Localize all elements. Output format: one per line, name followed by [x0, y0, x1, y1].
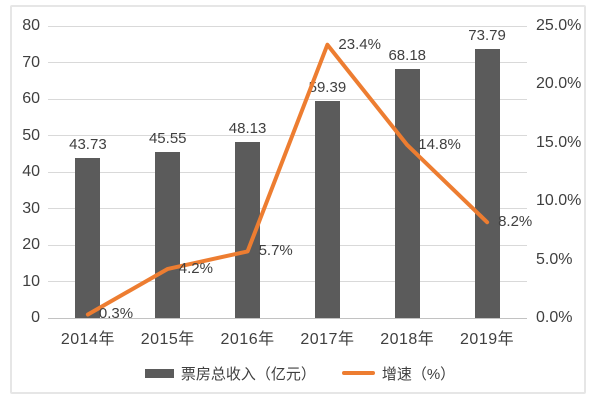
left-axis-tick: 60: [22, 90, 40, 107]
right-axis-tick: 10.0%: [536, 192, 582, 210]
right-axis-tick: 5.0%: [536, 250, 573, 268]
gridline: [48, 208, 527, 209]
line-point-label: 0.3%: [98, 305, 134, 323]
left-axis-tick: 70: [22, 53, 40, 71]
gridline: [48, 62, 527, 63]
left-axis-tick: 30: [22, 199, 40, 217]
x-axis-label: 2016年: [220, 331, 275, 348]
right-axis-tick: 0.0%: [536, 309, 573, 326]
growth-line-path: [85, 42, 490, 317]
x-axis-label: 2015年: [140, 331, 195, 348]
legend-item-growth: 增速（%）: [341, 363, 456, 384]
growth-line: [85, 42, 490, 317]
bar: [394, 69, 420, 318]
left-axis-tick: 0: [31, 309, 40, 326]
line-point-label: 8.2%: [498, 213, 533, 231]
bar-value-label: 45.55: [148, 129, 187, 147]
bar: [155, 151, 181, 318]
bar-value-label: 43.73: [69, 136, 107, 154]
right-axis-tick: 15.0%: [536, 133, 582, 151]
gridline: [48, 244, 527, 246]
left-axis-tick: 20: [22, 236, 40, 253]
line-point-label: 23.4%: [338, 35, 381, 53]
x-axis-label: 2018年: [380, 331, 435, 348]
bar: [314, 101, 340, 318]
bar-value-label: 48.13: [228, 120, 267, 138]
right-axis-tick: 25.0%: [536, 17, 582, 34]
legend-line-swatch: [341, 371, 375, 375]
legend-label: 票房总收入（亿元）: [180, 365, 316, 383]
left-axis-tick: 10: [22, 272, 40, 290]
gridline: [48, 25, 527, 27]
gridline: [48, 317, 527, 319]
bar-value-label: 68.18: [388, 47, 427, 65]
line-point-label: 5.7%: [258, 242, 293, 260]
right-axis-tick: 20.0%: [536, 75, 582, 93]
legend-item-revenue: 票房总收入（亿元）: [144, 363, 316, 384]
x-axis-label: 2019年: [460, 331, 515, 348]
line-point-label: 4.2%: [178, 259, 213, 277]
left-axis-tick: 80: [22, 17, 40, 34]
gridline: [48, 171, 527, 173]
bar: [75, 158, 101, 318]
bar: [474, 48, 500, 318]
legend-bar-swatch: [144, 368, 174, 378]
left-axis-tick: 50: [22, 126, 40, 144]
left-axis-tick: 40: [22, 163, 40, 180]
x-axis-label: 2017年: [300, 331, 355, 348]
chart-legend: 票房总收入（亿元） 增速（%）: [0, 362, 600, 384]
gridline: [48, 135, 527, 136]
gridline: [48, 98, 527, 100]
legend-label: 增速（%）: [381, 365, 456, 383]
bar-value-label: 59.39: [308, 79, 347, 97]
bar-value-label: 73.79: [468, 26, 506, 44]
x-axis-label: 2014年: [60, 331, 115, 348]
gridline: [48, 281, 527, 282]
line-point-label: 14.8%: [418, 136, 461, 154]
